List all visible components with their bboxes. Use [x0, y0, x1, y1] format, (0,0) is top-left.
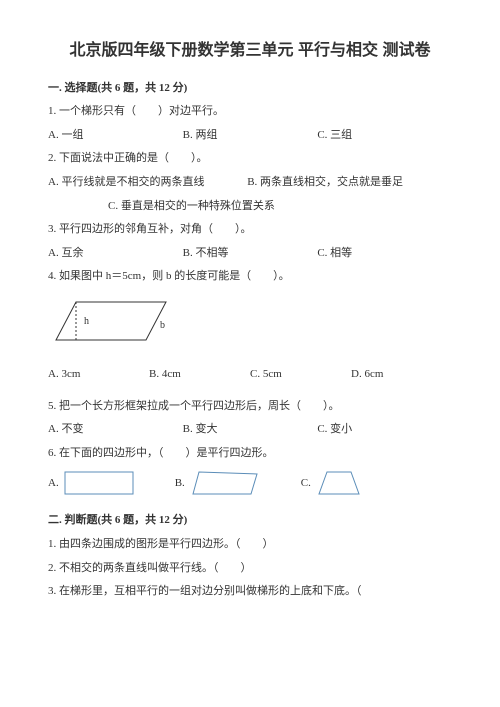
q4-options: A. 3cm B. 4cm C. 5cm D. 6cm: [48, 366, 452, 384]
q4-opt-b: B. 4cm: [149, 366, 250, 384]
quad-icon: [189, 468, 263, 498]
q4-opt-d: D. 6cm: [351, 366, 452, 384]
s2-q1: 1. 由四条边围成的图形是平行四边形。（ ）: [48, 536, 452, 554]
q4-opt-c: C. 5cm: [250, 366, 351, 384]
q6-shape-c: C.: [301, 468, 365, 498]
q5-text: 5. 把一个长方形框架拉成一个平行四边形后，周长（ ）。: [48, 398, 452, 416]
q6-shape-b: B.: [175, 468, 263, 498]
q4-figure: h b: [48, 294, 452, 354]
q4-opt-a: A. 3cm: [48, 366, 149, 384]
q5-opt-c: C. 变小: [317, 421, 452, 439]
q6-shape-a: A.: [48, 468, 137, 498]
q4-text: 4. 如果图中 h＝5cm，则 b 的长度可能是（ ）。: [48, 268, 452, 286]
q6-opt-a-label: A.: [48, 475, 59, 493]
q1-options: A. 一组 B. 两组 C. 三组: [48, 127, 452, 145]
s2-q2: 2. 不相交的两条直线叫做平行线。（ ）: [48, 560, 452, 578]
q3-opt-a: A. 互余: [48, 245, 183, 263]
q1-opt-b: B. 两组: [183, 127, 318, 145]
trapezoid-icon: [315, 468, 365, 498]
s2-q3: 3. 在梯形里，互相平行的一组对边分别叫做梯形的上底和下底。（: [48, 583, 452, 601]
q2-text: 2. 下面说法中正确的是（ ）。: [48, 150, 452, 168]
q5-options: A. 不变 B. 变大 C. 变小: [48, 421, 452, 439]
q6-opt-c-label: C.: [301, 475, 311, 493]
q3-options: A. 互余 B. 不相等 C. 相等: [48, 245, 452, 263]
q2-opt-a: A. 平行线就是不相交的两条直线: [48, 176, 204, 188]
q3-opt-c: C. 相等: [317, 245, 452, 263]
section2-heading: 二. 判断题(共 6 题，共 12 分): [48, 512, 452, 530]
parallelogram-icon: h b: [48, 294, 188, 354]
q6-shapes: A. B. C.: [48, 468, 452, 498]
q1-opt-a: A. 一组: [48, 127, 183, 145]
h-label: h: [84, 316, 89, 327]
q1-opt-c: C. 三组: [317, 127, 452, 145]
q6-opt-b-label: B.: [175, 475, 185, 493]
rectangle-icon: [63, 468, 137, 498]
q5-opt-a: A. 不变: [48, 421, 183, 439]
q6-text: 6. 在下面的四边形中，（ ）是平行四边形。: [48, 445, 452, 463]
page-title: 北京版四年级下册数学第三单元 平行与相交 测试卷: [48, 38, 452, 64]
b-label: b: [160, 320, 165, 331]
q2-opt-b: B. 两条直线相交，交点就是垂足: [247, 176, 403, 188]
section1-heading: 一. 选择题(共 6 题，共 12 分): [48, 80, 452, 98]
q3-opt-b: B. 不相等: [183, 245, 318, 263]
q3-text: 3. 平行四边形的邻角互补，对角（ ）。: [48, 221, 452, 239]
q1-text: 1. 一个梯形只有（ ）对边平行。: [48, 103, 452, 121]
q2-opt-c: C. 垂直是相交的一种特殊位置关系: [48, 198, 452, 216]
q2-opts-line1: A. 平行线就是不相交的两条直线 B. 两条直线相交，交点就是垂足: [48, 174, 452, 192]
q5-opt-b: B. 变大: [183, 421, 318, 439]
